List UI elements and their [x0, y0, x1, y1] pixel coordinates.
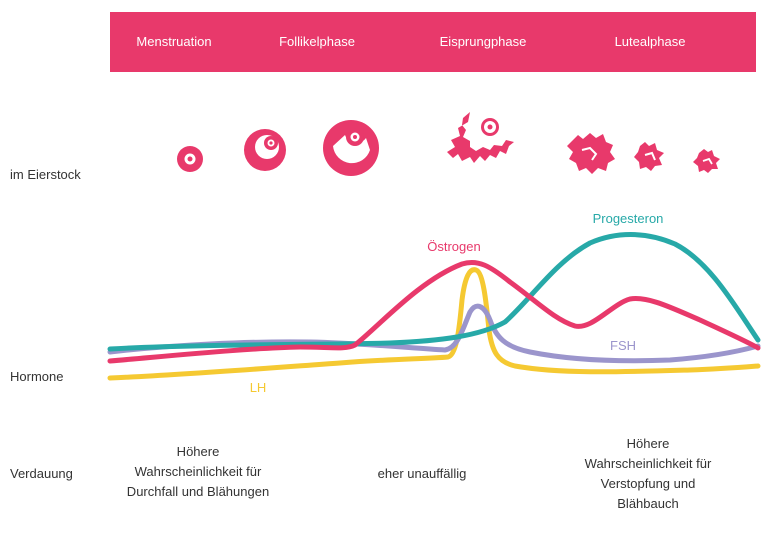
phase-label-ovulation: Eisprungphase: [439, 34, 527, 49]
fsh-label: FSH: [610, 338, 636, 353]
row-label-ovary: im Eierstock: [10, 167, 81, 182]
digestion-note-middle: eher unauffällig: [378, 464, 467, 484]
digestion-right-line-1: Höhere: [626, 436, 670, 451]
row-label-digestion: Verdauung: [10, 466, 73, 481]
phase-label-luteal: Lutealphase: [614, 34, 686, 49]
progesterone-curve: [107, 232, 761, 352]
corpus-luteum-medium-icon: [634, 142, 664, 171]
phase-label-menstruation: Menstruation: [136, 34, 212, 49]
lh-label: LH: [249, 380, 267, 395]
row-label-hormones: Hormone: [10, 369, 64, 384]
phase-header-bar: [110, 12, 756, 72]
hormone-curves: [107, 232, 761, 381]
fsh-curve: [107, 303, 761, 364]
digestion-left-line-1: Höhere: [176, 444, 220, 459]
corpus-luteum-large-icon: [567, 133, 615, 174]
progesterone-label: Progesteron: [592, 211, 664, 226]
phase-label-follicular: Follikelphase: [279, 34, 355, 49]
follicle-medium-icon: [244, 129, 286, 171]
digestion-right-line-3: Verstopfung und: [600, 476, 696, 491]
digestion-left-line-2: Wahrscheinlichkeit für: [134, 464, 262, 479]
estrogen-curve: [107, 259, 761, 364]
digestion-right-line-4: Blähbauch: [617, 496, 679, 511]
ovary-stages: [177, 112, 720, 176]
corpus-luteum-small-icon: [693, 149, 720, 173]
digestion-right-line-2: Wahrscheinlichkeit für: [584, 456, 712, 471]
ruptured-follicle-icon: [447, 112, 514, 163]
estrogen-label: Östrogen: [427, 239, 481, 254]
digestion-note-right: Höhere Wahrscheinlichkeit für Verstopfun…: [585, 434, 712, 514]
digestion-note-left: Höhere Wahrscheinlichkeit für Durchfall …: [127, 442, 269, 502]
digestion-left-line-3: Durchfall und Blähungen: [126, 484, 270, 499]
follicle-large-icon: [323, 120, 379, 176]
lh-curve: [107, 267, 761, 381]
digestion-middle-line-1: eher unauffällig: [377, 466, 467, 481]
follicle-small-icon: [177, 146, 203, 172]
